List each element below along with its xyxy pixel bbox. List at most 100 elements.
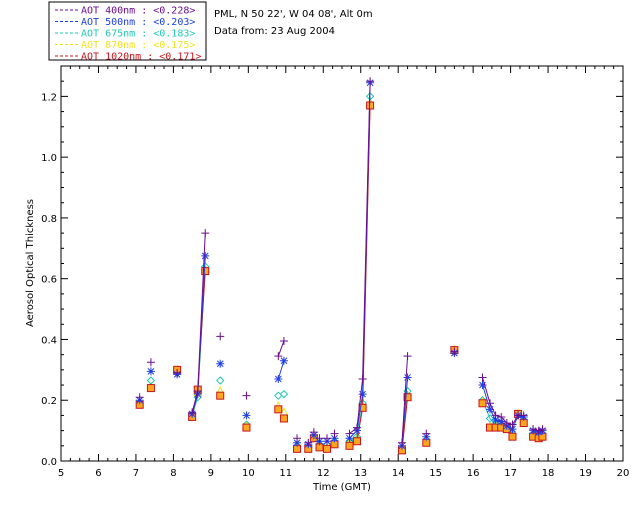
- data-point: [216, 332, 225, 341]
- x-tick-label: 18: [542, 468, 555, 479]
- data-point: [274, 374, 283, 383]
- y-tick-label: 0.0: [41, 457, 57, 468]
- data-point: [397, 438, 406, 447]
- legend-entry: AOT 400nm : <0.228>: [81, 6, 195, 17]
- data-point: [216, 359, 225, 368]
- data-point: [323, 444, 332, 453]
- legend-box: [48, 1, 207, 61]
- data-point: [538, 425, 547, 434]
- data-point: [274, 405, 283, 414]
- legend: AOT 400nm : <0.228>AOT 500nm : <0.203>AO…: [55, 6, 201, 63]
- x-tick-label: 11: [279, 468, 292, 479]
- data-point: [485, 399, 494, 408]
- data-point: [345, 434, 354, 443]
- data-point: [478, 373, 487, 382]
- data-point: [352, 437, 361, 446]
- y-tick-label: 1.0: [41, 153, 57, 164]
- data-point: [497, 417, 506, 426]
- data-point: [242, 391, 251, 400]
- data-point: [497, 412, 506, 421]
- data-point: [330, 429, 339, 438]
- data-point: [304, 438, 313, 447]
- data-point: [403, 352, 412, 361]
- series-0: [135, 77, 547, 447]
- data-point: [519, 411, 528, 420]
- data-point: [450, 347, 459, 356]
- data-point: [135, 393, 144, 402]
- x-tick-label: 6: [95, 468, 101, 479]
- data-point: [502, 419, 511, 428]
- series-line: [277, 340, 285, 357]
- data-point: [279, 356, 288, 365]
- x-tick-label: 14: [392, 468, 405, 479]
- data-point: [279, 414, 288, 423]
- data-point: [242, 411, 251, 420]
- data-point: [216, 376, 225, 385]
- axis-ticks: 5 6 7 8 9 10 11 12 13 14 15 16 17 18 19 20 0.0 0.2 0.4 0.6 0…: [41, 65, 630, 479]
- y-tick-label: 1.2: [41, 92, 57, 103]
- legend-entry: AOT 1020nm : <0.171>: [81, 52, 201, 63]
- data-point: [146, 367, 155, 376]
- data-point: [491, 411, 500, 420]
- x-tick-label: 20: [617, 468, 630, 479]
- series-line: [277, 360, 285, 380]
- data-point: [491, 415, 500, 424]
- data-point: [403, 373, 412, 382]
- y-tick-label: 0.6: [41, 275, 57, 286]
- data-point: [146, 358, 155, 367]
- x-axis-label: Time (GMT): [312, 482, 371, 493]
- data-point: [534, 426, 543, 435]
- data-point: [279, 336, 288, 345]
- y-tick-label: 0.8: [41, 214, 57, 225]
- series-layer: [135, 77, 547, 455]
- data-point: [508, 425, 517, 434]
- series-line: [401, 356, 409, 443]
- x-tick-label: 7: [133, 468, 139, 479]
- x-tick-label: 17: [504, 468, 517, 479]
- data-point: [529, 425, 538, 434]
- legend-entry: AOT 870nm : <0.175>: [81, 40, 195, 51]
- series-line: [482, 377, 524, 426]
- x-tick-label: 12: [317, 468, 330, 479]
- data-point: [508, 432, 517, 441]
- data-point: [188, 408, 197, 417]
- y-tick-label: 0.2: [41, 396, 57, 407]
- data-point: [358, 374, 367, 383]
- x-tick-label: 16: [467, 468, 480, 479]
- data-point: [274, 352, 283, 361]
- data-point: [323, 434, 332, 443]
- data-point: [366, 77, 375, 86]
- data-point: [173, 368, 182, 377]
- data-point: [485, 405, 494, 414]
- data-point: [309, 428, 318, 437]
- x-tick-label: 5: [58, 468, 64, 479]
- data-point: [146, 376, 156, 385]
- title-line-1: PML, N 50 22', W 04 08', Alt 0m: [214, 9, 373, 20]
- data-point: [352, 423, 361, 432]
- data-point: [293, 438, 302, 447]
- title-line-2: Data from: 23 Aug 2004: [214, 26, 335, 37]
- y-tick-label: 0.4: [41, 335, 57, 346]
- data-point: [478, 381, 487, 390]
- x-tick-label: 9: [208, 468, 214, 479]
- data-point: [508, 420, 517, 429]
- series-line: [349, 81, 371, 435]
- data-point: [330, 434, 339, 443]
- x-tick-label: 13: [354, 468, 367, 479]
- data-point: [315, 434, 324, 443]
- data-point: [345, 429, 354, 438]
- series-line: [401, 397, 409, 451]
- data-point: [293, 434, 302, 443]
- x-tick-label: 19: [579, 468, 592, 479]
- data-point: [193, 387, 202, 396]
- data-point: [201, 229, 210, 238]
- x-tick-label: 10: [242, 468, 255, 479]
- data-point: [201, 267, 210, 276]
- data-point: [242, 423, 251, 432]
- x-tick-label: 8: [170, 468, 176, 479]
- legend-entry: AOT 675nm : <0.183>: [81, 29, 195, 40]
- data-point: [279, 389, 289, 399]
- data-point: [146, 384, 155, 393]
- data-point: [358, 390, 367, 399]
